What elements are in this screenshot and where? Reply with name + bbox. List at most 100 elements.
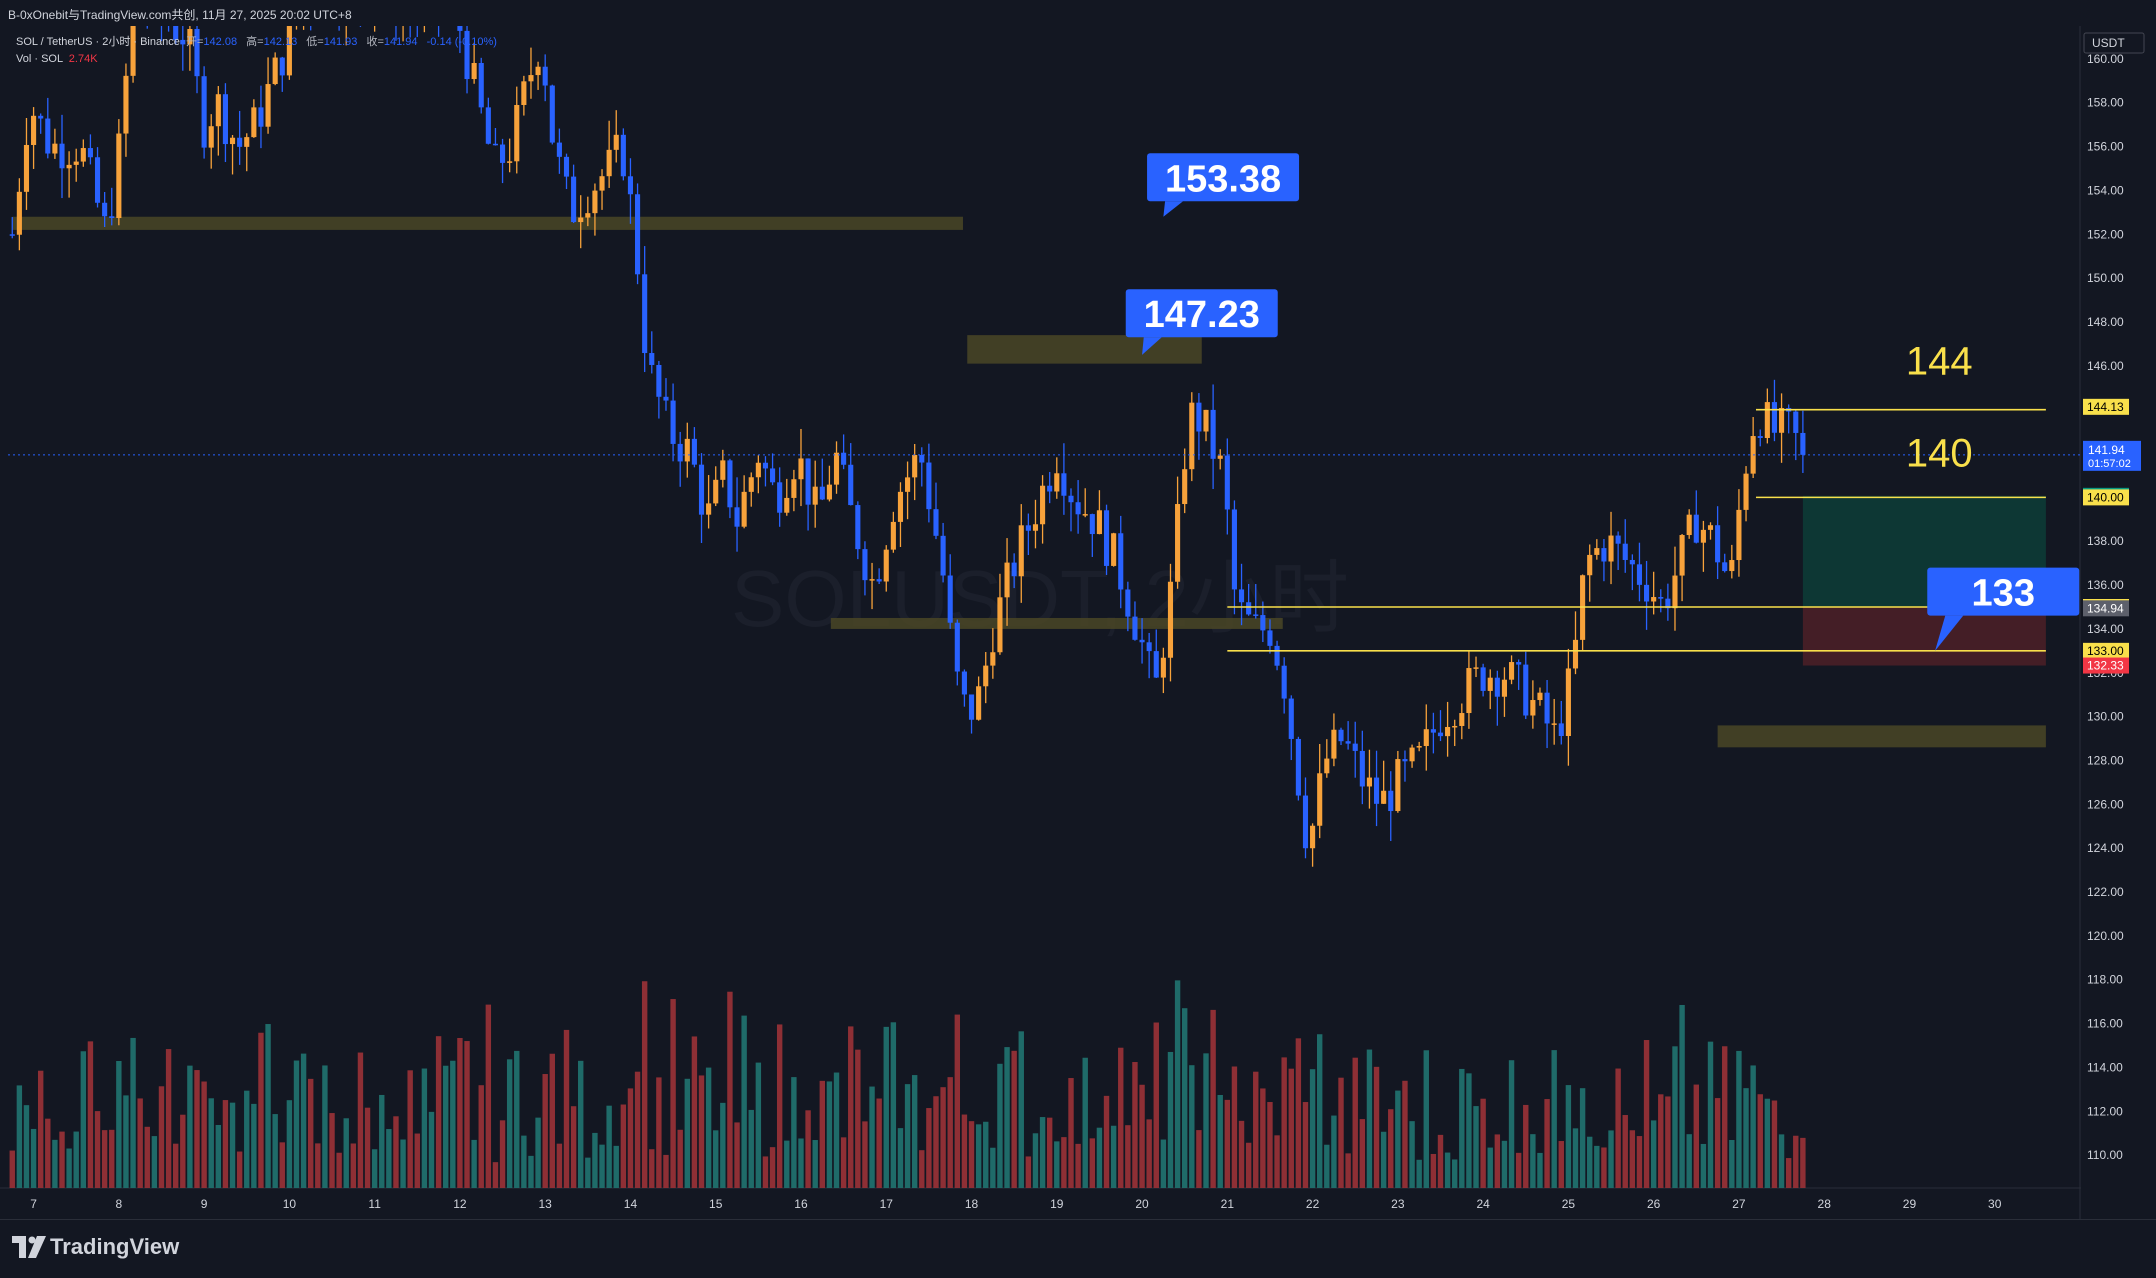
candle-body <box>1047 485 1053 492</box>
candle-body <box>258 107 264 127</box>
volume-bar <box>940 1087 946 1188</box>
volume-bar <box>606 1105 612 1188</box>
volume-bar <box>542 1074 548 1188</box>
candle-body <box>706 503 712 515</box>
volume-bar <box>123 1095 129 1188</box>
volume-bar <box>1714 1098 1721 1188</box>
candle-body <box>9 234 15 236</box>
candle-body <box>87 148 93 158</box>
legend-symbol[interactable]: SOL / TetherUS · 2小时 · Binance <box>16 36 180 48</box>
volume-bar <box>1487 1147 1493 1188</box>
candle-body <box>471 63 477 80</box>
volume-bar <box>1366 1049 1373 1188</box>
candle-body <box>1139 639 1145 643</box>
time-tick-label: 8 <box>116 1197 123 1211</box>
volume-bar <box>16 1085 23 1188</box>
candle-body <box>499 144 506 163</box>
volume-bar <box>478 1085 484 1188</box>
volume-bar <box>713 1130 719 1188</box>
time-tick-label: 12 <box>453 1197 467 1211</box>
candle-body <box>876 579 882 582</box>
candle-body <box>677 443 683 462</box>
candle-body <box>1054 473 1060 492</box>
volume-bar <box>705 1067 712 1188</box>
candle-body <box>1551 723 1557 725</box>
time-tick-label: 21 <box>1221 1197 1235 1211</box>
volume-bar <box>1544 1099 1550 1188</box>
price-label-text: 144.13 <box>2087 400 2124 414</box>
volume-bar <box>9 1150 15 1188</box>
volume-bar <box>1402 1080 1408 1188</box>
candle-body <box>237 137 243 147</box>
candle-body <box>1452 725 1458 728</box>
volume-bar <box>443 1065 449 1188</box>
volume-bar <box>1423 1050 1429 1188</box>
volume-bar <box>1018 1031 1024 1188</box>
price-tick-label: 128.00 <box>2087 753 2124 767</box>
volume-bar <box>549 1053 555 1188</box>
volume-bar <box>379 1094 385 1188</box>
callout-pointer <box>1163 201 1184 217</box>
volume-bar <box>485 1004 492 1188</box>
candle-body <box>1487 677 1493 691</box>
volume-bar <box>307 1078 314 1188</box>
tradingview-logo-icon[interactable] <box>12 1236 46 1258</box>
volume-bar <box>1288 1068 1294 1188</box>
candle-body <box>478 63 484 108</box>
candle-body <box>635 194 641 275</box>
volume-bar <box>1515 1152 1522 1188</box>
price-tick-label: 150.00 <box>2087 271 2124 285</box>
volume-bar <box>1679 1004 1685 1188</box>
volume-bar <box>570 1106 577 1188</box>
legend-low: 141.93 <box>323 36 358 48</box>
volume-bar <box>698 1075 705 1188</box>
volume-bar <box>1643 1040 1650 1188</box>
chart-legend: SOL / TetherUS · 2小时 · Binance 开=142.08 … <box>16 34 503 68</box>
candle-body <box>215 94 221 127</box>
volume-bar <box>1750 1065 1756 1188</box>
candle-body <box>1736 509 1742 561</box>
candle-body <box>968 694 975 720</box>
candle-body <box>1459 713 1465 726</box>
candle-body <box>286 26 292 76</box>
price-tick-label: 152.00 <box>2087 227 2124 241</box>
volume-bar <box>748 1109 754 1188</box>
volume-bar <box>620 1104 627 1188</box>
price-chart[interactable]: SOLUSDT, 2小时144140153.38147.23133110.001… <box>0 26 2156 1219</box>
candle-body <box>791 479 797 498</box>
candle-body <box>905 477 911 492</box>
candle-body <box>1160 657 1166 678</box>
candle-body <box>1224 455 1230 510</box>
volume-bar <box>919 1150 925 1188</box>
volume-bar <box>1338 1077 1344 1188</box>
candle-body <box>1409 747 1415 762</box>
volume-bar <box>627 1088 634 1188</box>
volume-bar <box>1331 1115 1337 1188</box>
candle-body <box>798 458 804 480</box>
candle-body <box>464 30 470 80</box>
volume-bar <box>862 1121 868 1188</box>
candle-body <box>1075 502 1081 515</box>
legend-vol-label[interactable]: Vol · SOL <box>16 53 63 65</box>
legend-close-label: 收= <box>366 36 384 48</box>
candle-body <box>926 462 932 510</box>
time-tick-label: 19 <box>1050 1197 1064 1211</box>
candle-body <box>890 521 896 550</box>
price-tick-label: 110.00 <box>2087 1148 2123 1162</box>
candle-body <box>116 133 122 219</box>
candle-body <box>1295 738 1301 796</box>
volume-bar <box>151 1136 158 1188</box>
volume-bar <box>535 1117 541 1188</box>
candle-body <box>698 464 705 515</box>
callout-text: 153.38 <box>1165 158 1281 200</box>
candle-body <box>1757 436 1763 439</box>
volume-bar <box>471 1139 477 1188</box>
volume-bar <box>649 1149 655 1188</box>
volume-bar <box>1054 1141 1060 1188</box>
candle-body <box>897 491 904 522</box>
candle-body <box>1473 667 1479 669</box>
candle-body <box>1672 575 1678 609</box>
candle-body <box>805 458 811 505</box>
volume-bar <box>286 1100 293 1188</box>
candle-body <box>606 149 612 177</box>
